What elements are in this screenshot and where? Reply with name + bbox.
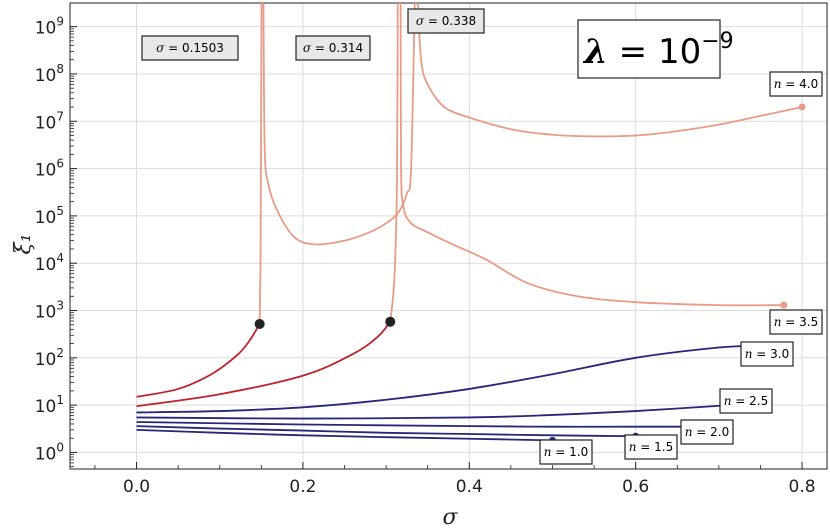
annotation-text: σ = 0.314 (303, 41, 363, 55)
annotation-sigma-0.1503: σ = 0.1503 (141, 35, 239, 61)
annotation-n-2.5: n = 2.5 (719, 388, 773, 414)
series-line-5 (136, 323, 261, 398)
x-tick-label: 0.6 (622, 477, 649, 497)
series-line-4 (136, 344, 761, 414)
y-tick-label: 108 (35, 62, 64, 86)
x-tick-label: 0.4 (456, 477, 483, 497)
lambda-label: λ = 10−9 (582, 29, 734, 72)
series-line-2 (136, 421, 694, 428)
y-tick-label: 109 (35, 15, 64, 39)
axis-ticks: 0.0 0.2 0.4 0.6 0.8 100 101 102 103 104 105 106 107 1… (35, 15, 816, 497)
annotation-text: n = 1.5 (629, 440, 674, 454)
lambda-box: λ = 10−9 (577, 19, 734, 79)
annotation-text: n = 2.0 (685, 425, 730, 439)
x-tick-label: 0.8 (789, 477, 816, 497)
annotation-sigma-0.338: σ = 0.338 (407, 8, 485, 34)
annotation-text: n = 2.5 (724, 394, 769, 408)
series-line-7 (258, 3, 263, 324)
y-axis-label: ξ₁ (11, 234, 36, 255)
y-tick-label: 105 (35, 204, 64, 228)
series-line-6 (136, 321, 391, 408)
y-tick-label: 104 (35, 251, 64, 275)
annotation-sigma-0.314: σ = 0.314 (295, 35, 371, 61)
x-axis-label: σ (442, 505, 458, 530)
series-line-10 (399, 3, 784, 307)
series-line-9 (389, 3, 399, 322)
y-tick-label: 101 (35, 393, 64, 417)
series-endpoint-11 (798, 103, 806, 111)
series-line-0 (136, 428, 553, 442)
series-endpoint-10 (780, 301, 788, 309)
bifurcation-dot-0 (254, 318, 265, 329)
annotation-text: n = 3.5 (774, 315, 819, 329)
annotation-labels: σ = 0.1503 σ = 0.314 σ = 0.338 n = 4.0 n = 3… (141, 8, 823, 465)
annotation-n-4.0: n = 4.0 (769, 71, 823, 97)
y-tick-label: 103 (35, 299, 64, 323)
series-line-11 (417, 3, 803, 138)
annotation-n-3.5: n = 3.5 (769, 309, 823, 335)
annotation-n-1.0: n = 1.0 (539, 439, 593, 465)
y-tick-label: 106 (35, 157, 64, 181)
series-line-8 (262, 3, 416, 246)
y-tick-label: 100 (35, 440, 64, 464)
x-tick-label: 0.2 (289, 477, 316, 497)
y-tick-label: 102 (35, 346, 64, 370)
annotation-n-3.0: n = 3.0 (740, 341, 794, 367)
annotation-n-2.0: n = 2.0 (680, 419, 734, 445)
bifurcation-dot-1 (385, 316, 396, 327)
y-tick-label: 107 (35, 109, 64, 133)
annotation-text: n = 3.0 (745, 347, 790, 361)
plot-frame (69, 2, 828, 470)
annotation-text: σ = 0.1503 (156, 41, 224, 55)
annotation-text: n = 1.0 (544, 445, 589, 459)
series-line-1 (136, 425, 636, 438)
series-group (136, 3, 803, 442)
annotation-n-1.5: n = 1.5 (624, 434, 678, 460)
annotation-text: σ = 0.338 (416, 14, 476, 28)
annotation-text: n = 4.0 (774, 77, 819, 91)
series-line-3 (136, 404, 730, 420)
x-tick-label: 0.0 (123, 477, 150, 497)
